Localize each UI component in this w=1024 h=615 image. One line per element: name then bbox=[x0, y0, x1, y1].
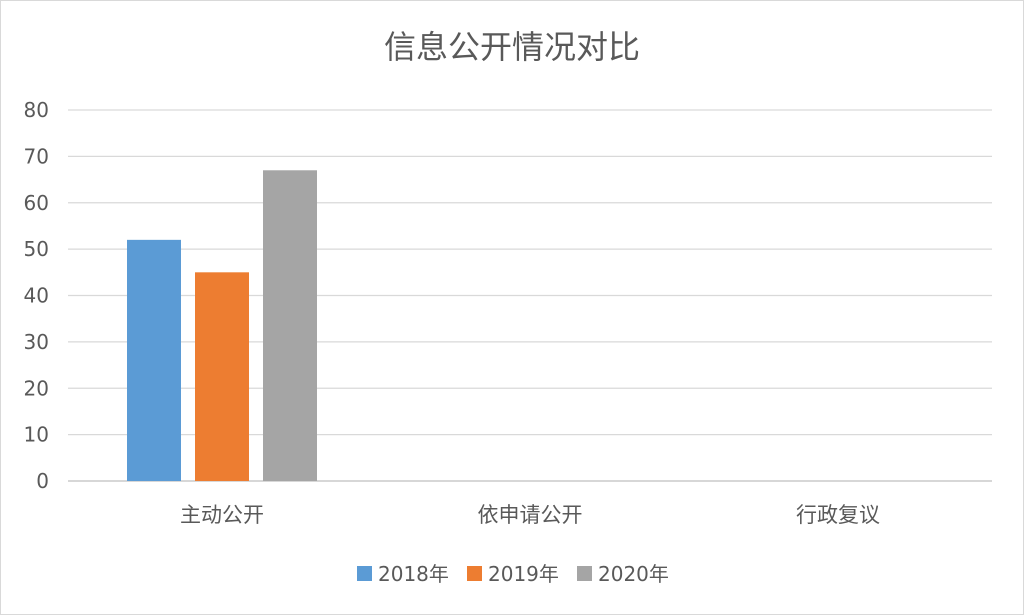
bars bbox=[127, 170, 317, 481]
legend-label: 2019年 bbox=[488, 562, 559, 586]
y-tick-label: 40 bbox=[24, 284, 49, 308]
bar bbox=[195, 272, 249, 481]
y-tick-label: 20 bbox=[24, 376, 49, 400]
x-category-label: 行政复议 bbox=[796, 503, 880, 527]
y-tick-label: 80 bbox=[24, 98, 49, 122]
y-tick-label: 30 bbox=[24, 330, 49, 354]
x-axis-categories: 主动公开 依申请公开 行政复议 bbox=[180, 503, 880, 527]
legend-label: 2020年 bbox=[598, 562, 669, 586]
y-tick-label: 70 bbox=[24, 144, 49, 168]
y-tick-label: 50 bbox=[24, 237, 49, 261]
legend-swatch bbox=[357, 566, 372, 581]
bar bbox=[263, 170, 317, 481]
legend-swatch bbox=[577, 566, 592, 581]
y-tick-label: 10 bbox=[24, 423, 49, 447]
x-category-label: 主动公开 bbox=[180, 503, 264, 527]
y-axis-ticks: 0 10 20 30 40 50 60 70 80 bbox=[24, 98, 49, 493]
x-category-label: 依申请公开 bbox=[478, 503, 583, 527]
y-tick-label: 60 bbox=[24, 191, 49, 215]
legend: 2018年 2019年 2020年 bbox=[357, 562, 669, 586]
legend-label: 2018年 bbox=[378, 562, 449, 586]
bar bbox=[127, 239, 181, 481]
chart-title: 信息公开情况对比 bbox=[384, 28, 640, 66]
legend-swatch bbox=[467, 566, 482, 581]
y-tick-label: 0 bbox=[36, 469, 49, 493]
